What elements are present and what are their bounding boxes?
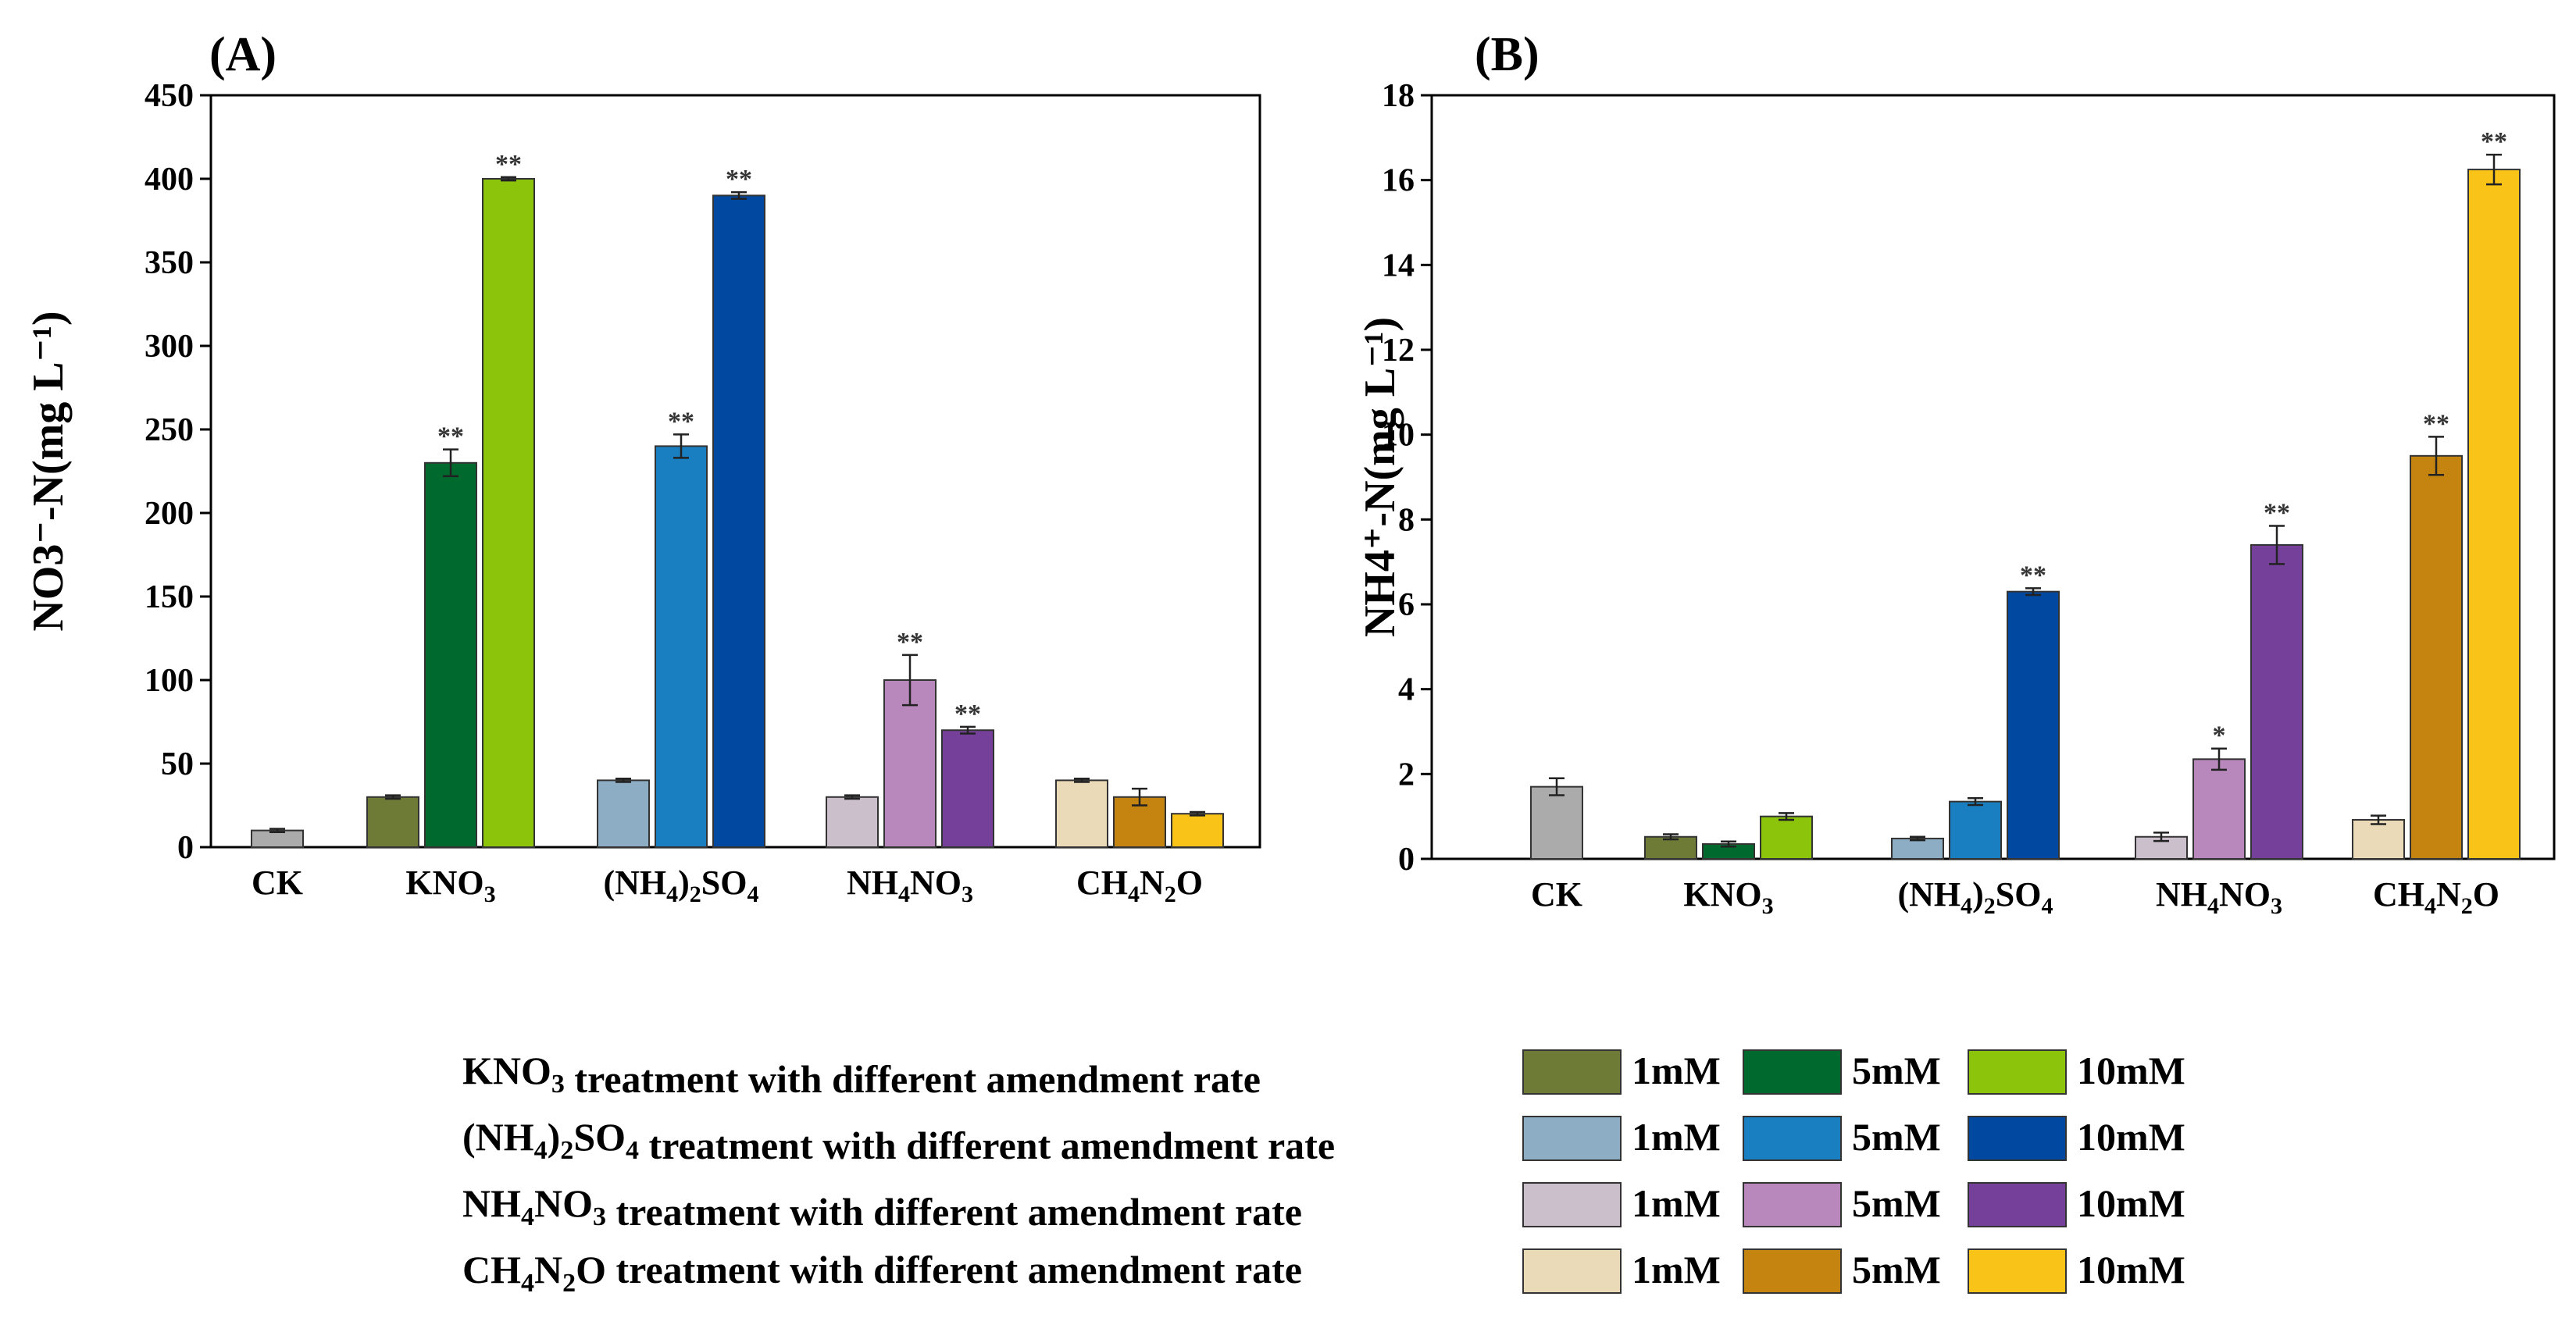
bar: [1760, 815, 1813, 860]
plot-frame: [1430, 94, 2556, 860]
significance-label: **: [2423, 409, 2449, 438]
y-tick-label: 16: [1382, 163, 1415, 199]
x-tick-label: NH4NO3: [847, 864, 973, 907]
y-tick-label: 2: [1398, 757, 1415, 793]
legend-swatch: [1522, 1182, 1622, 1227]
legend-rate-label: 5mM: [1852, 1248, 1941, 1291]
bar: [941, 729, 994, 849]
y-tick-label: 50: [161, 746, 194, 782]
y-tick-label: 300: [144, 329, 194, 365]
significance-label: *: [2213, 721, 2226, 750]
legend-swatch: [1968, 1248, 2067, 1294]
y-tick-label: 18: [1382, 78, 1415, 114]
x-tick-label: CH4N2O: [2373, 875, 2499, 919]
x-tick-label: CK: [252, 864, 303, 902]
significance-label: **: [2020, 561, 2046, 589]
legend-row-label: KNO3 treatment with different amendment …: [462, 1049, 1261, 1101]
legend-rate-label: 5mM: [1852, 1049, 1941, 1092]
y-tick-label: 450: [144, 78, 194, 114]
x-tick-label: (NH4)2SO4: [603, 864, 758, 907]
panel-a-chart: (A) 0 50 100 150 200 250 300 350 400 450 NO3⁻-N(mg …: [24, 28, 1261, 907]
legend-swatch: [1522, 1116, 1622, 1161]
y-tick-label: 6: [1398, 587, 1415, 623]
bar: [2352, 819, 2405, 860]
y-axis-label: NH4⁺-N(mg L⁻¹): [1356, 317, 1404, 637]
significance-label: **: [2481, 127, 2507, 156]
legend-rate-label: 1mM: [1632, 1049, 1721, 1092]
bar: [366, 796, 419, 848]
y-tick-label: 8: [1398, 502, 1415, 538]
bar: [424, 461, 477, 848]
bar: [2467, 169, 2521, 860]
bar: [482, 178, 535, 848]
legend-swatch: [1522, 1248, 1622, 1294]
bar: [2410, 454, 2463, 860]
legend-rate-label: 10mM: [2077, 1181, 2185, 1225]
legend-rate-label: 10mM: [2077, 1115, 2185, 1159]
legend-swatch: [1743, 1049, 1842, 1095]
bar: [712, 194, 765, 848]
legend-row-label: (NH4)2SO4 treatment with different amend…: [462, 1115, 1335, 1167]
significance-label: **: [726, 165, 752, 194]
y-tick-label: 10: [1382, 418, 1415, 454]
legend-rate-label: 1mM: [1632, 1181, 1721, 1225]
legend-swatch: [1968, 1049, 2067, 1095]
legend-row-label: CH4N2O treatment with different amendmen…: [462, 1248, 1302, 1298]
legend-swatch: [1968, 1182, 2067, 1227]
bar: [1055, 779, 1108, 849]
x-tick-label: CK: [1531, 875, 1582, 914]
bar: [655, 445, 708, 848]
panel-label: (B): [1475, 28, 1540, 81]
significance-label: **: [495, 150, 522, 179]
y-tick-label: 4: [1398, 672, 1415, 708]
legend: KNO3 treatment with different amendment …: [462, 1049, 2185, 1298]
bar: [883, 679, 937, 848]
bar: [2192, 758, 2246, 860]
y-tick-label: 350: [144, 245, 194, 281]
y-tick-label: 12: [1382, 333, 1415, 369]
bar: [1891, 837, 1944, 860]
legend-swatch: [1743, 1248, 1842, 1294]
bar: [1171, 813, 1224, 848]
bar: [1530, 785, 1583, 860]
x-tick-label: (NH4)2SO4: [1897, 875, 2053, 919]
y-tick-label: 400: [144, 162, 194, 198]
y-tick-label: 100: [144, 663, 194, 699]
y-tick-label: 0: [1398, 842, 1415, 878]
bar: [826, 796, 879, 848]
legend-swatch: [1743, 1116, 1842, 1161]
legend-rate-label: 10mM: [2077, 1049, 2185, 1092]
legend-rate-label: 1mM: [1632, 1248, 1721, 1291]
legend-row-label: NH4NO3 treatment with different amendmen…: [462, 1181, 1302, 1234]
significance-label: **: [897, 628, 923, 657]
legend-rate-label: 10mM: [2077, 1248, 2185, 1291]
bar: [2250, 543, 2303, 860]
legend-swatch: [1522, 1049, 1622, 1095]
significance-label: **: [954, 700, 981, 728]
legend-swatch: [1743, 1182, 1842, 1227]
x-tick-label: KNO3: [405, 864, 495, 907]
x-tick-label: KNO3: [1683, 875, 1773, 919]
significance-label: **: [668, 407, 694, 436]
legend-swatch: [1968, 1116, 2067, 1161]
bar: [597, 779, 650, 849]
y-axis-label: NO3⁻-N(mg L⁻¹): [24, 311, 73, 631]
panel-label: (A): [209, 28, 277, 81]
y-tick-label: 250: [144, 412, 194, 448]
x-tick-label: NH4NO3: [2156, 875, 2282, 919]
legend-rate-label: 5mM: [1852, 1181, 1941, 1225]
significance-label: **: [437, 422, 464, 451]
y-tick-label: 150: [144, 579, 194, 615]
y-tick-label: 0: [177, 830, 194, 866]
y-tick-label: 14: [1382, 248, 1415, 283]
significance-label: **: [2264, 498, 2290, 527]
legend-rate-label: 1mM: [1632, 1115, 1721, 1159]
legend-rate-label: 5mM: [1852, 1115, 1941, 1159]
bar: [2007, 590, 2060, 860]
x-tick-label: CH4N2O: [1076, 864, 1203, 907]
y-tick-label: 200: [144, 496, 194, 532]
bar: [1949, 800, 2002, 860]
